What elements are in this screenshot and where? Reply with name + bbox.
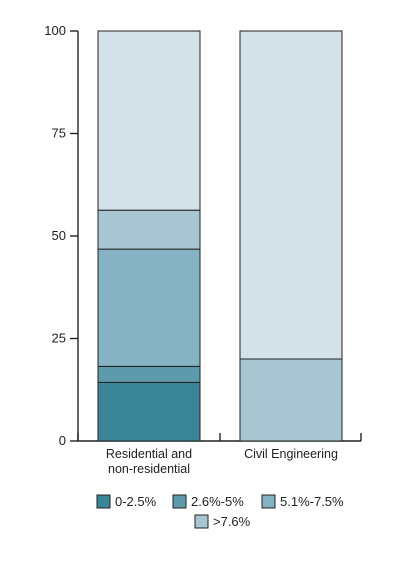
y-tick-label: 75 (52, 126, 66, 141)
legend-swatch (172, 494, 187, 509)
x-tick-label: Residential and (106, 447, 192, 461)
legend-swatch (261, 494, 276, 509)
bar-segment-2-4 (239, 358, 343, 442)
bar-segment-1-1 (97, 381, 201, 442)
bar-remainder-2 (239, 30, 343, 360)
y-tick-label: 0 (59, 433, 66, 448)
bar-segment-1-2 (97, 365, 201, 383)
y-tick-label: 100 (44, 23, 66, 38)
bar-remainder-1 (97, 30, 201, 211)
x-tick-label: Civil Engineering (244, 447, 338, 461)
legend-label: 5.1%-7.5% (280, 494, 344, 509)
x-tick-label: non-residential (108, 462, 190, 476)
y-tick-label: 25 (52, 331, 66, 346)
legend-label: 2.6%-5% (191, 494, 244, 509)
legend-swatch (96, 494, 111, 509)
bars-layer (97, 30, 343, 442)
legend-label: >7.6% (213, 514, 251, 529)
bar-segment-1-3 (97, 248, 201, 367)
legend-label: 0-2.5% (115, 494, 157, 509)
y-tick-label: 50 (52, 228, 66, 243)
legend: 0-2.5% 2.6%-5% 5.1%-7.5% >7.6% (96, 494, 344, 529)
bar-segment-1-4 (97, 209, 201, 250)
legend-swatch (194, 514, 209, 529)
